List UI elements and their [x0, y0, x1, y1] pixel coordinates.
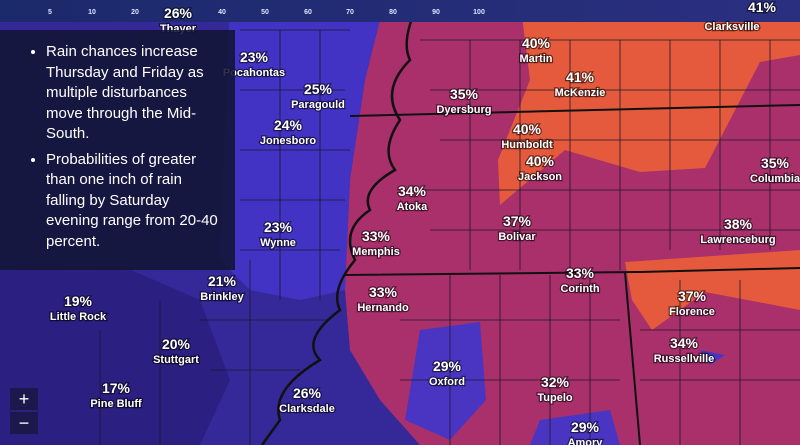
scale-label: 20	[131, 9, 139, 16]
scale-label: 5	[48, 9, 52, 16]
city-percent: 19%	[64, 293, 93, 309]
city-name: Hernando	[357, 302, 409, 314]
city-percent: 32%	[541, 374, 570, 390]
river	[260, 0, 422, 445]
city-percent: 29%	[571, 419, 600, 435]
city-name: Little Rock	[50, 311, 107, 323]
city-percent: 20%	[162, 336, 191, 352]
state-line	[344, 267, 800, 276]
city-name: Pocahontas	[223, 67, 285, 79]
city-percent: 26%	[293, 385, 322, 401]
city-percent: 23%	[240, 49, 269, 65]
orange-region	[498, 0, 800, 205]
city-percent: 33%	[362, 228, 391, 244]
bullet: Probabilities of greater than one inch o…	[46, 150, 225, 253]
city-percent: 35%	[450, 86, 479, 102]
city-name: Stuttgart	[153, 354, 199, 366]
city-percent: 21%	[208, 273, 237, 289]
blue-lobe	[405, 322, 486, 440]
info-panel: Rain chances increase Thursday and Frida…	[0, 30, 235, 270]
city-name: Lawrenceburg	[700, 234, 775, 246]
scale-label: 100	[473, 9, 485, 16]
city-percent: 17%	[102, 380, 131, 396]
county-line	[449, 40, 771, 445]
state-lines	[260, 0, 800, 445]
city-name: Russellville	[654, 353, 715, 365]
city-name: Bolivar	[498, 231, 536, 243]
city-percent: 40%	[513, 121, 542, 137]
scale-label: 40	[218, 9, 226, 16]
city-percent: 40%	[526, 153, 555, 169]
city-name: Oxford	[429, 376, 465, 388]
city-name: Corinth	[560, 283, 599, 295]
city-name: McKenzie	[555, 87, 606, 99]
city-name: Columbia	[750, 173, 800, 185]
scale-label: 80	[389, 9, 397, 16]
city-name: Tupelo	[537, 392, 573, 404]
city-name: Pine Bluff	[90, 398, 142, 410]
city-name: Clarksdale	[279, 403, 335, 415]
city-percent: 26%	[164, 5, 193, 21]
blue-lobe	[530, 410, 620, 445]
city-percent: 34%	[670, 335, 699, 351]
city-name: Florence	[669, 306, 715, 318]
city-percent: 25%	[304, 81, 333, 97]
scale-label: 50	[261, 9, 269, 16]
city-name: Dyersburg	[436, 104, 491, 116]
scale-label: 10	[88, 9, 96, 16]
city-name: Jackson	[518, 171, 562, 183]
city-percent: 23%	[264, 219, 293, 235]
city-percent: 29%	[433, 358, 462, 374]
county-line	[200, 29, 350, 371]
low-region	[0, 265, 230, 445]
city-percent: 34%	[398, 183, 427, 199]
city-name: Wynne	[260, 237, 296, 249]
scale-label: 60	[304, 9, 312, 16]
city-percent: 33%	[566, 265, 595, 281]
scale-bar	[0, 0, 800, 22]
city-name: Atoka	[397, 201, 428, 213]
city-name: Memphis	[352, 246, 400, 258]
city-percent: 38%	[724, 216, 753, 232]
city-percent: 41%	[566, 69, 595, 85]
city-name: Humboldt	[501, 139, 553, 151]
blue-lobe	[700, 350, 725, 365]
city-name: Jonesboro	[260, 135, 317, 147]
city-name: Clarksville	[704, 21, 759, 33]
scale-label: 90	[432, 9, 440, 16]
city-percent: 24%	[274, 117, 303, 133]
city-name: Brinkley	[200, 291, 244, 303]
bullet: Rain chances increase Thursday and Frida…	[46, 42, 225, 145]
city-percent: 33%	[369, 284, 398, 300]
city-name: Paragould	[291, 99, 345, 111]
city-name: Martin	[520, 53, 553, 65]
scale-label: 70	[346, 9, 354, 16]
zoom-in-button[interactable]: +	[10, 388, 38, 410]
city-name: Amory	[568, 437, 604, 445]
county-lines	[99, 29, 800, 445]
scale-label: 30	[174, 9, 182, 16]
state-line	[624, 271, 641, 445]
county-line	[99, 30, 321, 445]
bullet-list: Rain chances increase Thursday and Frida…	[24, 42, 225, 252]
zoom-out-button[interactable]: −	[10, 412, 38, 434]
city-percent: 41%	[748, 0, 777, 15]
city-percent: 37%	[503, 213, 532, 229]
city-percent: 40%	[522, 35, 551, 51]
city-percent: 35%	[761, 155, 790, 171]
state-line	[349, 104, 800, 117]
city-percent: 37%	[678, 288, 707, 304]
